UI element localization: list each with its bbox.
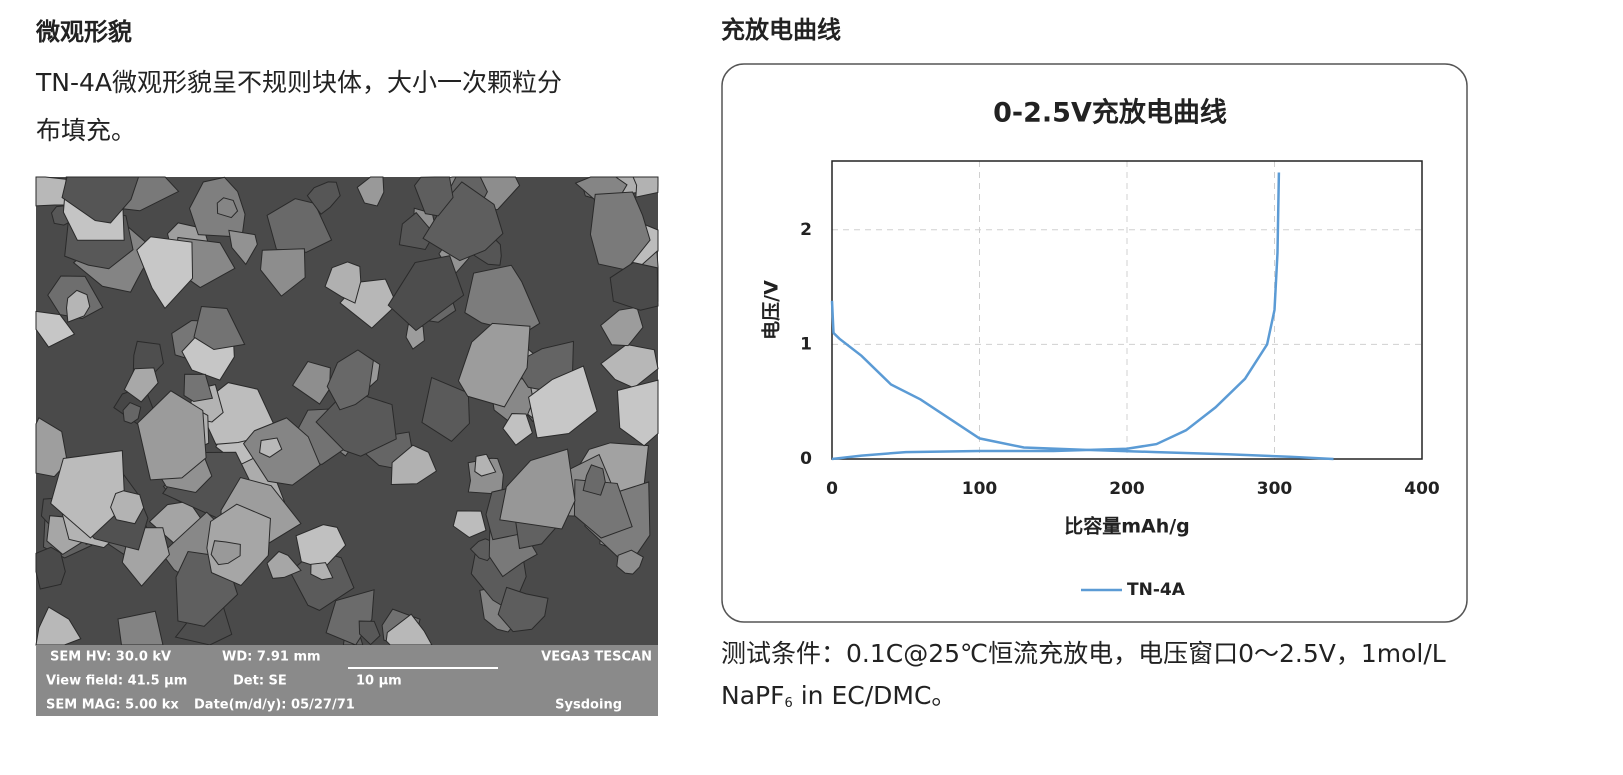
sem-grain bbox=[35, 546, 66, 590]
sem-grain bbox=[497, 586, 549, 633]
sem-grain bbox=[422, 181, 504, 262]
caption-part: in EC/DMC。 bbox=[793, 681, 957, 710]
sem-info: Sysdoing bbox=[555, 698, 622, 713]
x-tick-label: 100 bbox=[962, 479, 998, 499]
sem-grain bbox=[405, 323, 425, 350]
y-tick-label: 2 bbox=[800, 220, 812, 240]
sem-info: SEM MAG: 5.00 kx bbox=[46, 698, 179, 713]
sem-grain bbox=[110, 490, 145, 525]
sem-grain bbox=[35, 417, 68, 478]
sem-grain bbox=[50, 450, 126, 539]
sem-grain bbox=[260, 248, 306, 297]
sem-grain bbox=[589, 191, 651, 271]
chart-frame bbox=[721, 63, 1468, 623]
sem-info: Date(m/d/y): 05/27/71 bbox=[194, 698, 355, 713]
sem-grain bbox=[358, 620, 381, 646]
data-line bbox=[830, 172, 1334, 461]
sem-grain bbox=[324, 261, 362, 304]
y-tick-label: 1 bbox=[800, 334, 812, 354]
sem-grain bbox=[315, 389, 397, 457]
sem-grain bbox=[122, 401, 142, 424]
caption-part: NaPF bbox=[721, 681, 784, 710]
chart: 0-2.5V充放电曲线 比容量mAh/g 电压/V 0 1 2 0 100 200 300 4… bbox=[760, 97, 1440, 601]
sem-grain bbox=[390, 444, 437, 485]
sem-image: SEM HV: 30.0 kV WD: 7.91 mm VEGA3 TESCAN… bbox=[35, 176, 659, 716]
caption: 测试条件：0.1C@25℃恒流充放电，电压窗口0～2.5V，1mol/L bbox=[721, 639, 1446, 668]
description: TN-4A微观形貌呈不规则块体，大小一次颗粒分 bbox=[35, 68, 562, 97]
sem-grain bbox=[616, 549, 644, 575]
description: 布填充。 bbox=[36, 116, 136, 145]
x-tick-label: 0 bbox=[826, 479, 838, 499]
sem-grain bbox=[499, 448, 576, 530]
x-tick-label: 300 bbox=[1257, 479, 1293, 499]
sem-grain bbox=[310, 562, 334, 581]
sem-grain bbox=[228, 229, 258, 266]
sem-grain bbox=[66, 289, 91, 323]
sem-grain bbox=[616, 379, 659, 447]
section-title: 充放电曲线 bbox=[721, 16, 841, 44]
legend-label: TN-4A bbox=[1127, 580, 1186, 600]
sem-grain bbox=[413, 176, 454, 217]
sem-info-bar bbox=[36, 645, 658, 716]
x-tick-label: 200 bbox=[1109, 479, 1145, 499]
sem-grain bbox=[210, 540, 241, 566]
sem-grain bbox=[502, 413, 533, 446]
sem-info: View field: 41.5 μm bbox=[46, 674, 187, 689]
sem-grain bbox=[291, 360, 331, 405]
sem-grains bbox=[35, 176, 659, 646]
sem-grain bbox=[474, 453, 497, 477]
sem-grain bbox=[35, 310, 76, 348]
sem-grain bbox=[356, 176, 385, 207]
sem-grain bbox=[193, 306, 246, 351]
sem-grain bbox=[457, 322, 531, 408]
x-axis-label: 比容量mAh/g bbox=[1064, 515, 1190, 538]
sem-grain bbox=[609, 262, 659, 311]
x-tick-label: 400 bbox=[1404, 479, 1440, 499]
sem-info: 10 μm bbox=[356, 674, 402, 689]
sem-grain bbox=[266, 550, 302, 579]
caption-subscript: 6 bbox=[784, 696, 792, 711]
sem-grain bbox=[259, 437, 283, 458]
sem-info: SEM HV: 30.0 kV bbox=[50, 650, 171, 665]
sem-grain bbox=[387, 255, 465, 332]
y-axis-label: 电压/V bbox=[760, 280, 783, 340]
sem-grain bbox=[632, 176, 659, 198]
y-tick-label: 0 bbox=[800, 449, 812, 469]
sem-grain bbox=[326, 349, 374, 411]
sem-grain bbox=[183, 373, 214, 403]
sem-grain bbox=[452, 510, 487, 539]
sem-grain bbox=[35, 176, 71, 207]
sem-info: Det: SE bbox=[233, 674, 287, 689]
sem-grain bbox=[136, 236, 194, 310]
section-title: 微观形貌 bbox=[35, 18, 132, 46]
sem-info: VEGA3 TESCAN bbox=[541, 650, 652, 665]
sem-grain bbox=[61, 176, 140, 224]
sem-grain bbox=[216, 197, 239, 219]
chart-title: 0-2.5V充放电曲线 bbox=[993, 97, 1227, 129]
sem-info: WD: 7.91 mm bbox=[222, 650, 321, 665]
sem-grain bbox=[242, 417, 321, 486]
sem-grain bbox=[123, 367, 159, 403]
sem-grain bbox=[421, 376, 470, 442]
caption: NaPF6 in EC/DMC。 bbox=[721, 681, 956, 711]
sem-grain bbox=[528, 365, 598, 439]
sem-grain bbox=[137, 390, 207, 481]
sem-grain bbox=[306, 181, 341, 215]
sem-grain bbox=[582, 464, 606, 496]
